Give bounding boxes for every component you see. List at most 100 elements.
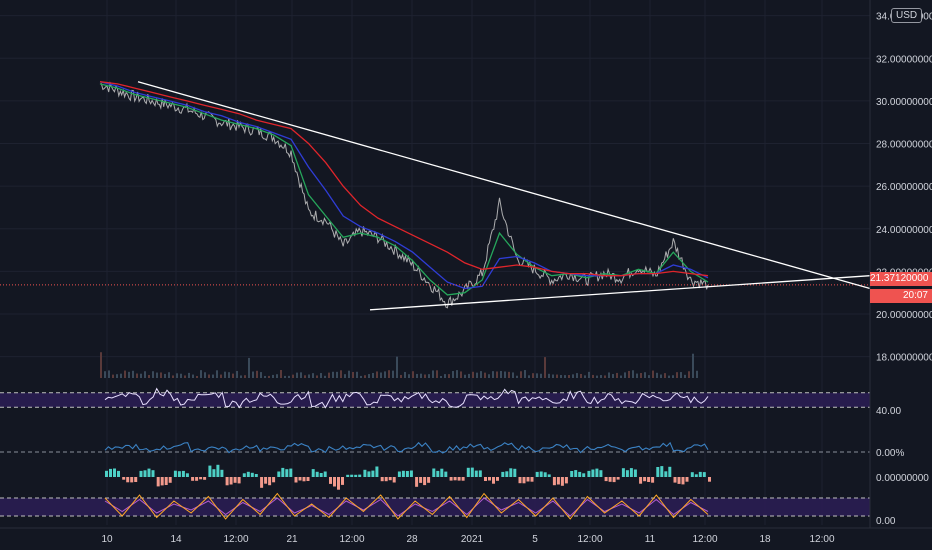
volume-bar: [232, 373, 234, 378]
volume-bar: [316, 375, 318, 378]
macd-histogram-bar: [285, 469, 289, 477]
macd-histogram-bar: [401, 470, 405, 477]
volume-bar: [420, 373, 422, 378]
macd-histogram-bar: [354, 474, 358, 477]
volume-bar: [684, 374, 686, 378]
x-tick-label: 12:00: [692, 534, 717, 545]
volume-bar: [612, 374, 614, 378]
macd-histogram-bar: [367, 471, 371, 477]
volume-bar: [336, 371, 338, 378]
x-tick-label: 10: [101, 534, 113, 545]
macd-histogram-bar: [449, 477, 453, 481]
macd-histogram-bar: [612, 477, 616, 483]
volume-bar: [452, 371, 454, 378]
macd-histogram-bar: [591, 469, 595, 477]
volume-bar: [384, 371, 386, 378]
macd-histogram-bar: [535, 471, 539, 477]
macd-histogram-bar: [242, 473, 246, 477]
y-axis[interactable]: 34.0000000032.0000000030.0000000028.0000…: [869, 0, 932, 528]
volume-bar: [152, 371, 154, 378]
volume-bar: [172, 375, 174, 378]
macd-histogram-bar: [702, 472, 706, 477]
volume-bar: [504, 371, 506, 378]
volume-bar: [624, 372, 626, 378]
volume-bar: [628, 370, 630, 378]
macd-histogram-bar: [690, 472, 694, 477]
volume-bar: [284, 375, 286, 378]
volume-bar: [176, 373, 178, 378]
volume-bar: [608, 372, 610, 378]
macd-histogram-bar: [315, 471, 319, 477]
volume-bar: [604, 375, 606, 378]
macd-histogram-bar: [474, 470, 478, 477]
volume-bar: [168, 372, 170, 378]
volume-bar: [680, 372, 682, 378]
ma-slow-line: [99, 81, 709, 277]
macd-histogram-bar: [415, 477, 419, 487]
macd-histogram-bar: [268, 477, 272, 486]
macd-histogram-bar: [647, 477, 651, 482]
macd-histogram-bar: [492, 477, 495, 484]
macd-histogram-bar: [363, 469, 367, 477]
macd-tick-label: 0.00000000: [876, 473, 929, 484]
macd-histogram-bar: [298, 477, 302, 481]
volume-bar: [532, 373, 534, 378]
macd-histogram-bar: [397, 471, 401, 477]
macd-histogram-bar: [384, 477, 388, 482]
macd-histogram-bar: [694, 474, 698, 477]
currency-badge[interactable]: USD: [891, 8, 923, 23]
macd-histogram-bar: [453, 477, 457, 481]
macd-histogram-bar: [380, 477, 384, 482]
macd-histogram-bar: [346, 474, 350, 477]
macd-histogram-bar: [122, 477, 126, 480]
y-tick-label: 18.00000000: [876, 353, 932, 364]
volume-bar: [204, 372, 206, 378]
macd-histogram-bar: [173, 470, 177, 477]
volume-bar: [524, 370, 526, 378]
trendline-0: [137, 81, 871, 290]
macd-histogram-bar: [233, 477, 237, 483]
macd-histogram-bar: [337, 477, 340, 490]
volume-bar: [300, 372, 302, 378]
volume-bar: [108, 370, 110, 378]
macd-histogram-bar: [371, 470, 375, 477]
volume-bar: [148, 374, 150, 378]
volume-bar: [156, 372, 158, 378]
macd-histogram-bar: [484, 477, 487, 481]
volume-bar: [180, 373, 182, 378]
volume-bar: [212, 374, 214, 378]
volume-bar: [272, 374, 274, 378]
volume-bar: [600, 375, 602, 378]
macd-histogram-bar: [621, 468, 625, 477]
macd-histogram-bar: [604, 477, 608, 482]
macd-histogram-bar: [254, 474, 258, 477]
macd-histogram-bar: [392, 477, 396, 483]
volume-bar: [596, 375, 598, 378]
volume-bar: [236, 370, 238, 378]
macd-histogram-bar: [117, 470, 120, 477]
volume-bar: [556, 374, 558, 378]
macd-histogram-bar: [250, 472, 254, 477]
macd-histogram-bar: [289, 468, 293, 477]
macd-histogram-bar: [513, 468, 517, 477]
volume-bar: [508, 371, 510, 378]
macd-histogram-bar: [358, 474, 362, 477]
macd-histogram-bar: [156, 477, 160, 487]
volume-bar: [360, 375, 362, 378]
x-axis[interactable]: 10 14 12:00 21 12:00 28 2021 5 12:00 11 12:00 18 12:…: [0, 527, 932, 545]
macd-histogram-bar: [461, 477, 465, 481]
x-tick-label: 11: [645, 534, 656, 545]
osc-tick-label: 0.00%: [876, 448, 904, 459]
volume-bar: [664, 373, 666, 378]
stoch-tick-label: 0.00: [876, 516, 896, 527]
volume-bar: [644, 372, 646, 378]
volume-bar: [376, 371, 378, 378]
volume-bar: [500, 370, 502, 378]
volume-bar: [460, 371, 462, 378]
macd-histogram-bar: [225, 477, 229, 486]
macd-histogram-bar: [375, 466, 379, 477]
indicator-panes: [104, 387, 711, 520]
macd-histogram-bar: [220, 469, 224, 477]
trendlines[interactable]: [137, 81, 871, 311]
